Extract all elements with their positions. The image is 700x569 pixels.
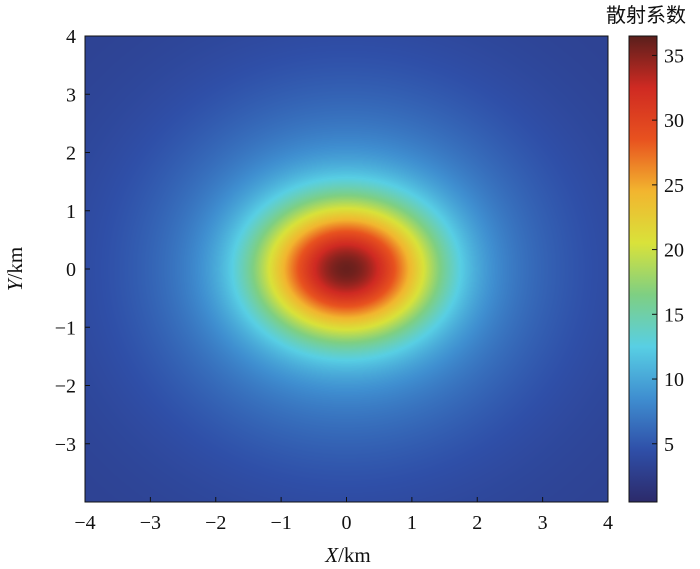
x-tick-label: 1 — [407, 512, 417, 534]
y-axis-var: Y — [3, 277, 27, 291]
y-tick-label: 4 — [66, 26, 76, 48]
y-tick-label: 2 — [66, 143, 76, 165]
y-axis-title: Y/km — [3, 247, 27, 291]
colorbar-tick-label: 10 — [664, 369, 684, 391]
y-tick-label: 3 — [66, 84, 76, 106]
colorbar-title: 散射系数 — [606, 3, 686, 27]
heatmap-canvas — [85, 36, 608, 502]
y-axis-ticks: −3 −2 −1 0 1 2 3 4 — [55, 26, 90, 456]
x-tick-label: 2 — [472, 512, 482, 534]
y-axis-unit: /km — [3, 247, 27, 280]
x-tick-label: −3 — [140, 512, 161, 534]
colorbar-ticks: 5 10 15 20 25 30 35 — [652, 45, 684, 456]
x-tick-label: −4 — [74, 512, 95, 534]
x-tick-label: 3 — [538, 512, 548, 534]
heatmap-plot-area — [85, 36, 608, 502]
x-axis-unit: /km — [338, 543, 371, 567]
y-tick-label: −2 — [55, 376, 76, 398]
colorbar-tick-label: 35 — [664, 45, 684, 67]
colorbar-gradient — [628, 35, 658, 503]
y-tick-label: −1 — [55, 317, 76, 339]
colorbar: 5 10 15 20 25 30 35 散射系数 — [606, 3, 686, 503]
colorbar-tick-label: 30 — [664, 110, 684, 132]
colorbar-tick-label: 20 — [664, 240, 684, 262]
y-tick-label: −3 — [55, 434, 76, 456]
x-tick-label: −1 — [270, 512, 291, 534]
colorbar-tick-label: 5 — [664, 434, 674, 456]
x-axis-title: X/km — [324, 543, 371, 567]
x-axis-var: X — [324, 543, 339, 567]
x-tick-label: 0 — [342, 512, 352, 534]
colorbar-tick-label: 25 — [664, 175, 684, 197]
y-tick-label: 0 — [66, 259, 76, 281]
x-axis-ticks: −4 −3 −2 −1 0 1 2 3 4 — [74, 497, 613, 534]
x-tick-label: 4 — [603, 512, 613, 534]
y-tick-label: 1 — [66, 201, 76, 223]
colorbar-tick-label: 15 — [664, 304, 684, 326]
x-tick-label: −2 — [205, 512, 226, 534]
